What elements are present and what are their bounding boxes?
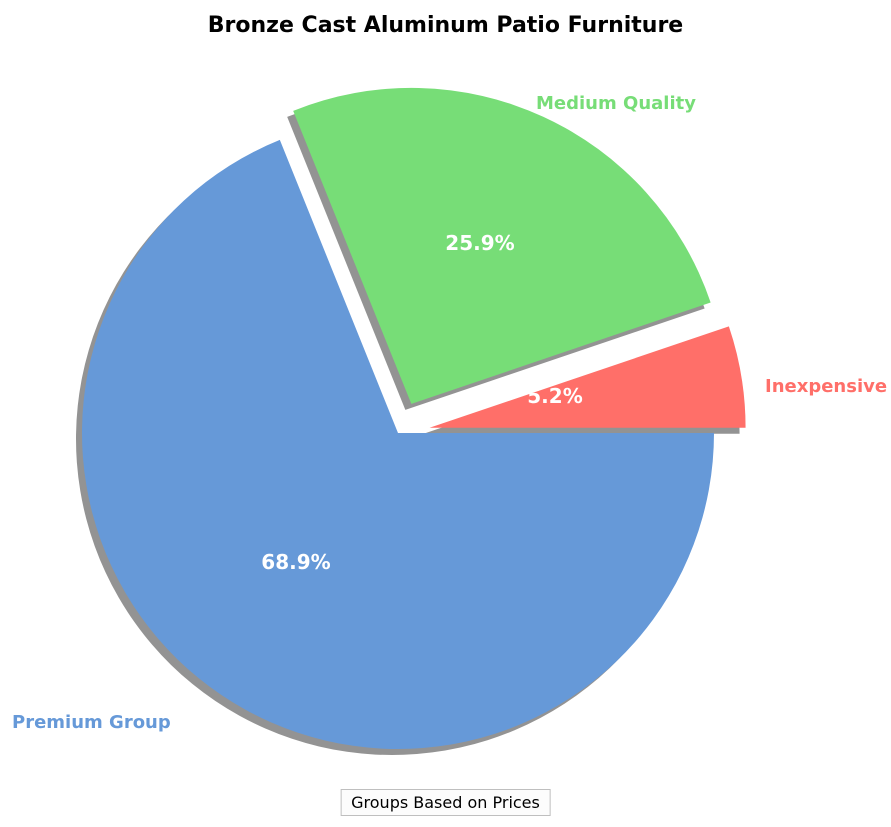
slice-label-inexpensive: Inexpensive (765, 376, 887, 397)
pct-label-premium-group: 68.9% (261, 550, 330, 574)
pie-chart (0, 0, 891, 827)
chart-caption: Groups Based on Prices (340, 789, 551, 816)
pie-svg (0, 0, 891, 827)
slice-label-medium-quality: Medium Quality (536, 93, 696, 114)
slice-label-premium-group: Premium Group (12, 712, 171, 733)
pct-label-inexpensive: 5.2% (527, 384, 582, 408)
pct-label-medium-quality: 25.9% (445, 231, 514, 255)
